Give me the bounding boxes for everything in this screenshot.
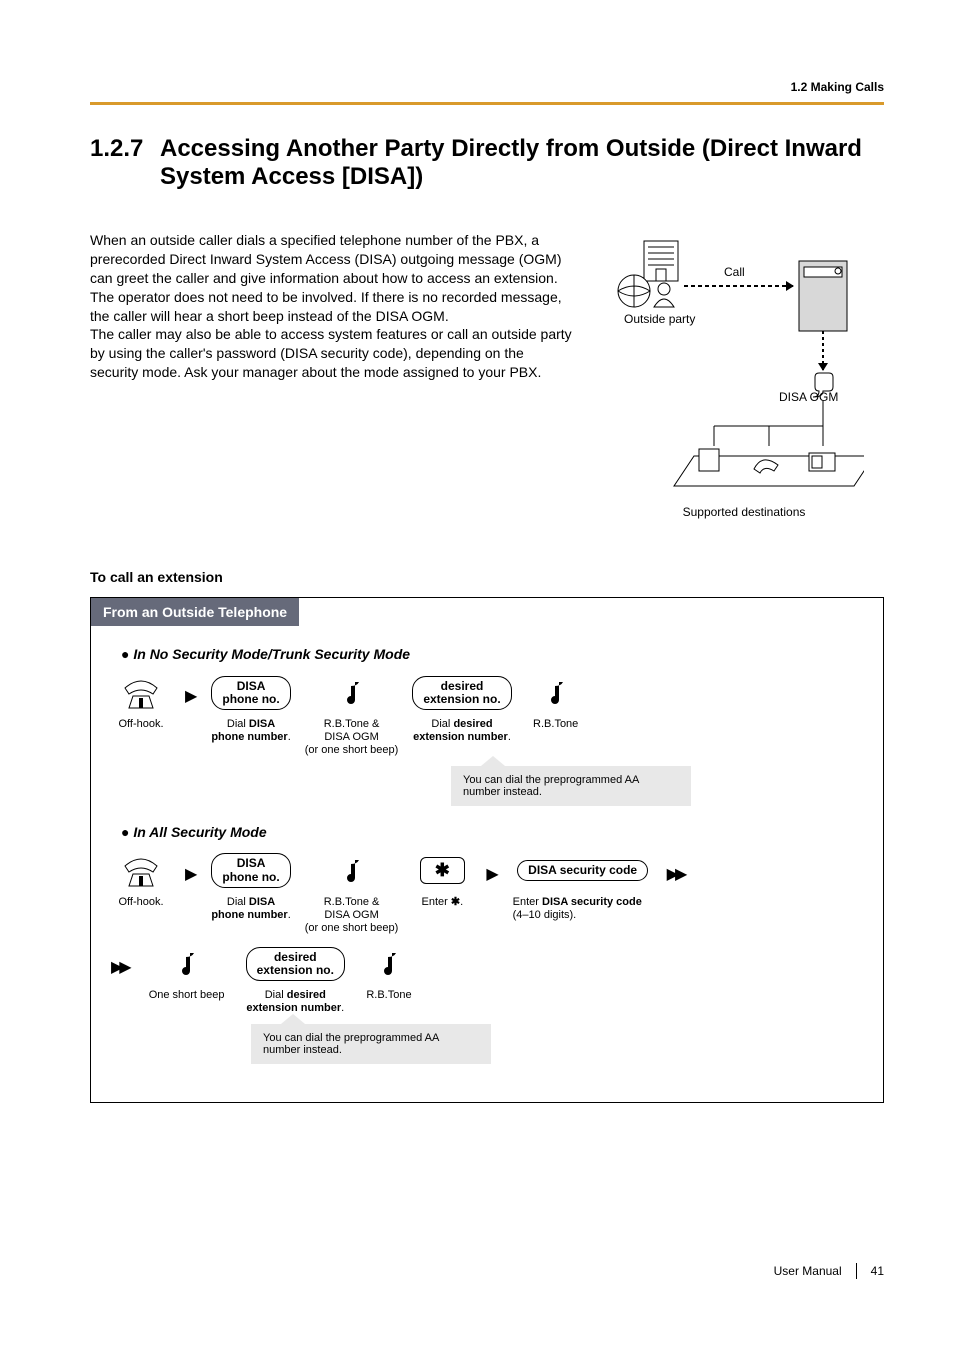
- page-footer: User Manual 41: [90, 1263, 884, 1279]
- intro-diagram: Call Outside party DISA OGM Supported de…: [604, 231, 884, 519]
- outside-party-label: Outside party: [624, 312, 695, 326]
- intro-row: When an outside caller dials a specified…: [90, 231, 884, 519]
- step-rbtone-ogm-b: R.B.Tone & DISA OGM (or one short beep): [305, 850, 399, 936]
- sub-heading: To call an extension: [90, 569, 884, 585]
- rbtone-ogm-caption: R.B.Tone & DISA OGM (or one short beep): [305, 718, 399, 758]
- step-dial-ext-b: desiredextension no. Dial desired extens…: [246, 943, 345, 1015]
- callout-aa-1: You can dial the preprogrammed AA number…: [451, 766, 691, 806]
- section-heading: Accessing Another Party Directly from Ou…: [160, 135, 884, 191]
- continue-arrow-icon: ▶▶: [667, 850, 684, 884]
- phone-offhook-icon: [121, 676, 161, 710]
- procedure-box: From an Outside Telephone In No Security…: [90, 597, 884, 1103]
- footer-divider: [856, 1263, 857, 1279]
- section-title: 1.2.7 Accessing Another Party Directly f…: [90, 135, 884, 191]
- step-offhook: Off-hook.: [111, 672, 171, 731]
- call-label: Call: [724, 265, 745, 279]
- mode-b-flow-1: Off-hook. ▶ DISAphone no. Dial DISA phon…: [111, 850, 863, 936]
- arrow-icon: ▶: [486, 850, 498, 884]
- step-rbtone: R.B.Tone: [526, 672, 586, 731]
- step-rbtone-b: R.B.Tone: [359, 943, 419, 1002]
- disa-ogm-label: DISA OGM: [779, 390, 838, 404]
- section-number: 1.2.7: [90, 135, 160, 191]
- step-rbtone-ogm: R.B.Tone & DISA OGM (or one short beep): [305, 672, 399, 758]
- intro-para-1: When an outside caller dials a specified…: [90, 231, 574, 325]
- arrow-icon: ▶: [185, 672, 197, 706]
- music-note-icon: [543, 678, 569, 708]
- step-star: ✱ Enter ✱.: [412, 850, 472, 909]
- mode-b-flow-2: ▶▶ One short beep desiredextension no. D…: [111, 943, 863, 1015]
- dial-disa-caption: Dial DISA phone number.: [211, 718, 290, 744]
- step-security-code: DISA security code Enter DISA security c…: [513, 850, 653, 922]
- intro-text: When an outside caller dials a specified…: [90, 231, 574, 519]
- callout-aa-2: You can dial the preprogrammed AA number…: [251, 1024, 491, 1064]
- page-header: 1.2 Making Calls: [90, 80, 884, 105]
- intro-para-2: The caller may also be able to access sy…: [90, 325, 574, 382]
- arrow-icon: ▶: [185, 850, 197, 884]
- music-note-icon: [174, 949, 200, 979]
- disa-phone-pill: DISAphone no.: [211, 853, 290, 887]
- footer-manual: User Manual: [774, 1264, 842, 1278]
- mode-a-flow: Off-hook. ▶ DISAphone no. Dial DISA phon…: [111, 672, 863, 758]
- mode-a-label: In No Security Mode/Trunk Security Mode: [121, 646, 863, 662]
- offhook-caption: Off-hook.: [111, 718, 171, 731]
- step-dial-ext: desiredextension no. Dial desired extens…: [412, 672, 511, 744]
- rbtone-caption: R.B.Tone: [526, 718, 586, 731]
- phone-offhook-icon: [121, 854, 161, 888]
- breadcrumb: 1.2 Making Calls: [791, 80, 884, 94]
- disa-phone-pill: DISAphone no.: [211, 676, 290, 710]
- mode-b-label: In All Security Mode: [121, 824, 863, 840]
- procedure-title: From an Outside Telephone: [91, 598, 299, 626]
- dial-ext-caption: Dial desired extension number.: [412, 718, 511, 744]
- continue-arrow-icon: ▶▶: [111, 943, 128, 977]
- desired-ext-pill: desiredextension no.: [412, 676, 511, 710]
- music-note-icon: [376, 949, 402, 979]
- step-one-beep: One short beep: [142, 943, 232, 1002]
- step-offhook-b: Off-hook.: [111, 850, 171, 909]
- footer-page: 41: [871, 1264, 884, 1278]
- star-key: ✱: [420, 857, 465, 884]
- security-code-pill: DISA security code: [517, 860, 648, 881]
- desired-ext-pill: desiredextension no.: [246, 947, 345, 981]
- disa-diagram-svg: Call Outside party DISA OGM: [604, 231, 864, 501]
- music-note-icon: [339, 856, 365, 886]
- step-dial-disa: DISAphone no. Dial DISA phone number.: [211, 672, 290, 744]
- step-dial-disa-b: DISAphone no. Dial DISA phone number.: [211, 850, 290, 922]
- music-note-icon: [339, 678, 365, 708]
- supported-destinations-label: Supported destinations: [604, 505, 884, 519]
